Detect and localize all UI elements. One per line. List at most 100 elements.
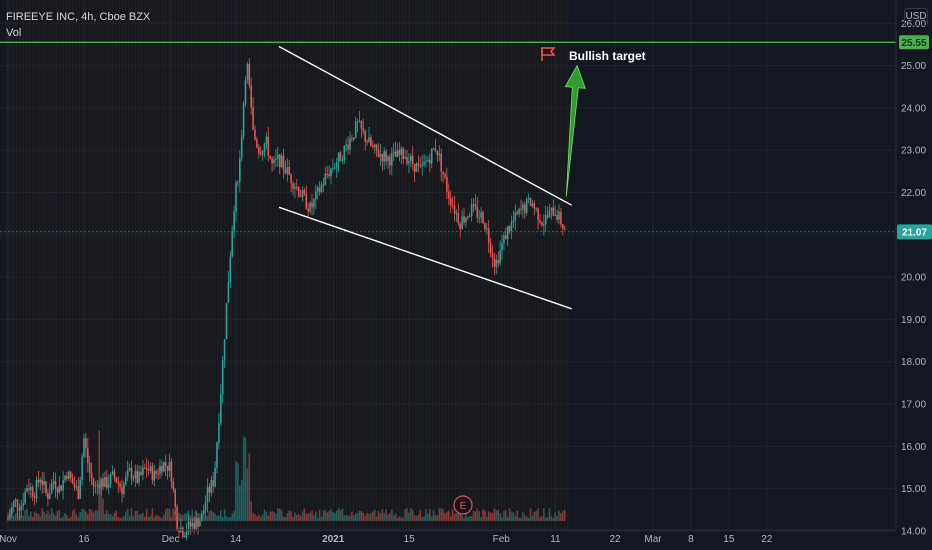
bullish-target-note[interactable]: Bullish target xyxy=(541,47,646,63)
candle-body xyxy=(239,158,241,183)
price-axis[interactable]: 14.0015.0016.0017.0018.0019.0020.0021.00… xyxy=(895,0,932,550)
volume-bar xyxy=(554,512,556,521)
candle-body xyxy=(24,491,26,504)
session-stripe xyxy=(253,0,256,530)
candle-body xyxy=(256,139,258,148)
candle-body xyxy=(246,64,249,80)
candle-body xyxy=(9,514,11,519)
volume-bar xyxy=(383,513,385,521)
volume-bar xyxy=(499,513,501,521)
candle-body xyxy=(429,159,431,164)
session-stripe xyxy=(530,0,533,530)
candle-body xyxy=(419,165,422,167)
candle-body xyxy=(210,480,213,493)
volume-bar xyxy=(98,430,100,521)
volume-bar xyxy=(470,515,473,521)
candle-body xyxy=(476,207,479,218)
volume-bar xyxy=(56,511,59,521)
session-stripe xyxy=(58,0,61,530)
session-stripe xyxy=(204,0,206,530)
volume-bar xyxy=(487,511,490,521)
volume-bar xyxy=(221,517,224,521)
session-stripe xyxy=(177,0,180,530)
candle-body xyxy=(408,160,410,164)
candle-body xyxy=(56,488,59,493)
session-stripe xyxy=(435,0,437,530)
volume-bar xyxy=(54,515,57,521)
currency-button[interactable]: USD xyxy=(904,8,928,26)
volume-bar xyxy=(239,485,241,521)
session-stripe xyxy=(398,0,401,530)
session-stripe xyxy=(237,0,239,530)
session-stripe xyxy=(345,0,348,530)
candle-body xyxy=(155,471,157,474)
candle-body xyxy=(364,130,366,142)
session-shading xyxy=(6,0,569,530)
volume-label[interactable]: Vol xyxy=(6,27,22,39)
volume-bar xyxy=(284,516,287,521)
candle-body xyxy=(286,166,289,174)
volume-bar xyxy=(506,516,509,521)
candle-body xyxy=(88,462,91,474)
session-stripe xyxy=(372,0,374,530)
candle-body xyxy=(434,148,437,151)
session-stripe xyxy=(131,0,133,530)
session-stripe xyxy=(68,0,71,530)
candle-body xyxy=(94,485,97,487)
volume-bar xyxy=(75,514,78,521)
volume-bar xyxy=(128,515,131,521)
volume-bar xyxy=(290,511,292,521)
candle-body xyxy=(83,438,85,457)
volume-bar xyxy=(400,517,403,521)
symbol-title[interactable]: FIREEYE INC, 4h, Cboe BZX xyxy=(6,11,151,23)
volume-bar xyxy=(170,517,173,521)
volume-bar xyxy=(430,516,433,521)
time-axis[interactable]: Nov 16 Dec 14 2021 15 Feb 11 22 Mar 8 15 22 xyxy=(0,529,896,545)
candle-body xyxy=(362,128,365,131)
volume-bar xyxy=(518,517,520,521)
candle-body xyxy=(41,480,43,485)
volume-bar xyxy=(47,510,49,521)
volume-bar xyxy=(267,515,270,521)
candle-body xyxy=(510,222,513,232)
session-stripe xyxy=(520,0,523,530)
bullish-arrow[interactable] xyxy=(564,64,586,197)
candle-body xyxy=(313,199,315,208)
volume-bar xyxy=(216,515,218,521)
candle-body xyxy=(448,191,450,199)
candle-body xyxy=(548,210,551,218)
volume-bar xyxy=(204,517,207,521)
volume-bar xyxy=(514,516,517,521)
candle-body xyxy=(520,208,522,210)
volume-bar xyxy=(531,515,534,521)
earnings-marker[interactable]: E xyxy=(453,495,473,515)
candle-body xyxy=(305,194,308,209)
candle-body xyxy=(161,465,163,472)
session-stripe xyxy=(105,0,107,530)
trendlines[interactable] xyxy=(278,45,573,310)
volume-bar xyxy=(392,515,395,521)
candle-body xyxy=(221,360,224,395)
volume-bar xyxy=(94,510,97,521)
candle-body xyxy=(104,477,106,487)
session-stripe xyxy=(537,0,539,530)
session-stripe xyxy=(25,0,28,530)
candle-body xyxy=(33,496,36,499)
volume-bar xyxy=(548,508,551,521)
candle-body xyxy=(254,129,256,140)
session-stripe xyxy=(108,0,110,530)
candle-body xyxy=(360,120,363,129)
candle-body xyxy=(309,202,311,212)
volume-bar xyxy=(85,511,87,521)
session-stripe xyxy=(161,0,163,530)
session-stripe xyxy=(547,0,549,530)
session-stripe xyxy=(81,0,84,530)
session-stripe xyxy=(451,0,454,530)
volume-bar xyxy=(309,512,311,521)
volume-bar xyxy=(50,508,53,521)
legend: FIREEYE INC, 4h, Cboe BZX Vol xyxy=(6,9,150,41)
candle-body xyxy=(176,506,178,531)
volume-bar xyxy=(68,517,70,521)
volume-bar xyxy=(88,508,91,521)
